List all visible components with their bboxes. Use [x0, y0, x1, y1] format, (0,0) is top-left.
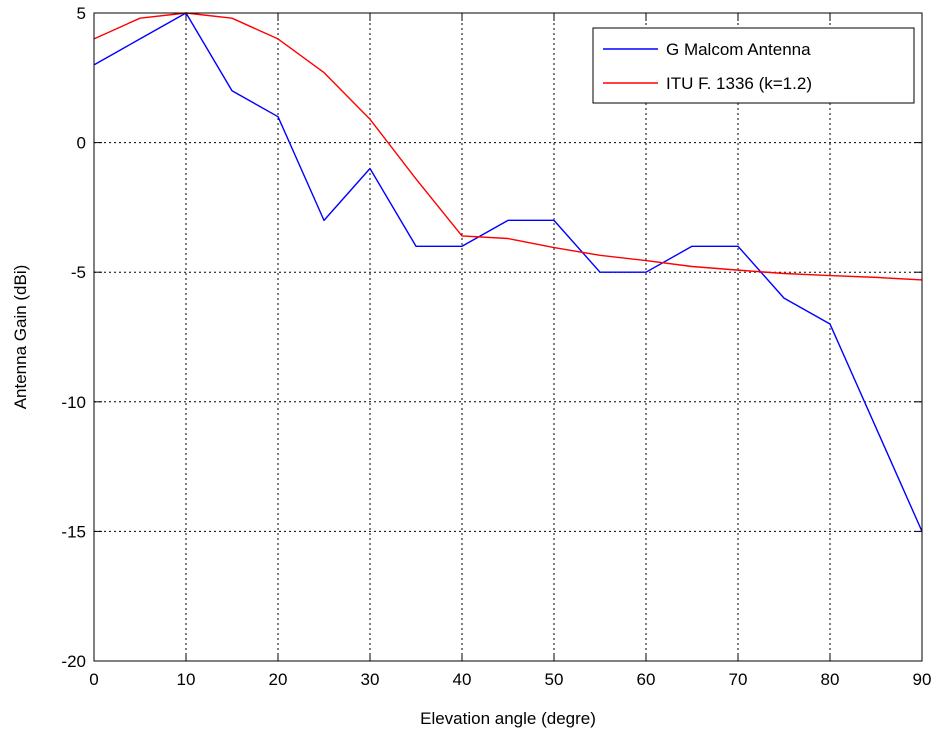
y-tick-label: -15	[61, 522, 86, 541]
x-tick-label: 90	[913, 670, 932, 689]
plot-area	[94, 13, 922, 661]
legend-label-1: G Malcom Antenna	[666, 40, 811, 59]
x-tick-label: 0	[89, 670, 98, 689]
x-tick-label: 60	[637, 670, 656, 689]
legend-box	[592, 27, 915, 104]
x-tick-label: 80	[821, 670, 840, 689]
grid	[94, 13, 922, 661]
legend: G Malcom Antenna ITU F. 1336 (k=1.2)	[592, 27, 915, 104]
series-lines	[93, 12, 923, 532]
y-tick-label: -5	[71, 263, 86, 282]
x-tick-label: 50	[545, 670, 564, 689]
x-tick-label: 10	[177, 670, 196, 689]
x-tick-label: 30	[361, 670, 380, 689]
tick-labels: 0 10 20 30 40 50 60 70 80 90 -20 -15 -10 -5 0 5	[61, 4, 931, 689]
ticks	[93, 12, 923, 662]
x-tick-label: 40	[453, 670, 472, 689]
x-axis-title: Elevation angle (degre)	[420, 709, 596, 728]
y-tick-label: -20	[61, 652, 86, 671]
y-axis-title: Antenna Gain (dBi)	[11, 265, 30, 410]
series-line-1	[93, 12, 923, 532]
plot-frame	[93, 12, 923, 662]
y-tick-label: -10	[61, 393, 86, 412]
y-tick-label: 0	[77, 134, 86, 153]
legend-label-2: ITU F. 1336 (k=1.2)	[666, 74, 812, 93]
series-line-2	[93, 12, 923, 281]
x-tick-label: 20	[269, 670, 288, 689]
x-tick-label: 70	[729, 670, 748, 689]
y-tick-label: 5	[77, 4, 86, 23]
